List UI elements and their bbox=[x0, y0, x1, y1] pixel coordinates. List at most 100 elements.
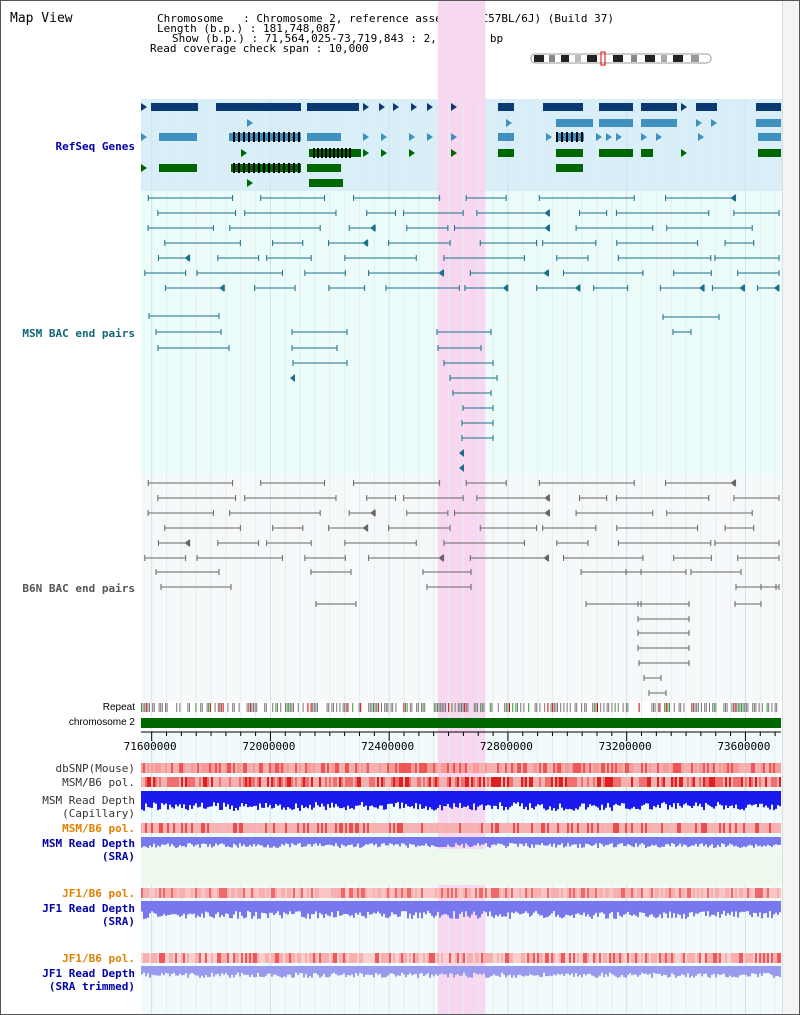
jf1-trim-depth bbox=[597, 966, 599, 978]
msm-capillary-depth bbox=[265, 791, 267, 803]
jf1-pol-trim-heat bbox=[227, 953, 229, 963]
jf1-trim-depth bbox=[545, 966, 547, 977]
msm-capillary-depth bbox=[615, 791, 617, 804]
jf1-trim-depth bbox=[603, 966, 605, 978]
msm-pol-heat bbox=[671, 777, 673, 787]
msm-pol-heat bbox=[355, 777, 357, 787]
jf1-sra-depth bbox=[315, 901, 317, 912]
msm-pol-sra-heat bbox=[159, 823, 161, 833]
msm-sra-depth bbox=[493, 837, 495, 845]
msm-pol-heat bbox=[331, 777, 333, 787]
msm-pol-heat bbox=[607, 777, 609, 787]
dbsnp-heat bbox=[543, 763, 545, 773]
jf1-pol-heat bbox=[625, 888, 627, 898]
msm-sra-depth bbox=[709, 837, 711, 846]
msm-pol-heat bbox=[521, 777, 523, 787]
jf1-trim-depth bbox=[771, 966, 773, 976]
msm-pol-sra-heat bbox=[515, 823, 517, 833]
jf1-trim-depth bbox=[581, 966, 583, 978]
jf1-pol-heat bbox=[605, 888, 607, 898]
msm-pol-heat bbox=[387, 777, 389, 787]
dbsnp-heat bbox=[563, 763, 565, 773]
msm-pol-heat bbox=[465, 777, 467, 787]
jf1-trim-depth bbox=[321, 966, 323, 977]
msm-sra-depth bbox=[707, 837, 709, 848]
msm-sra-depth bbox=[331, 837, 333, 846]
jf1-pol-heat bbox=[369, 888, 371, 898]
msm-pol-heat bbox=[197, 777, 199, 787]
dbsnp-heat bbox=[615, 763, 617, 773]
jf1-pol-trim-heat bbox=[465, 953, 467, 963]
dbsnp-heat bbox=[759, 763, 761, 773]
msm-capillary-depth bbox=[361, 791, 363, 803]
msm-capillary-depth bbox=[319, 791, 321, 808]
msm-pol-heat bbox=[267, 777, 269, 787]
jf1-trim-depth bbox=[693, 966, 695, 978]
jf1-sra-depth bbox=[159, 901, 161, 917]
jf1-pol-heat bbox=[463, 888, 465, 898]
msm-capillary-depth bbox=[709, 791, 711, 806]
msm-sra-depth bbox=[767, 837, 769, 845]
msm-pol-heat bbox=[651, 777, 653, 787]
gene-exon bbox=[599, 103, 633, 111]
jf1-pol-heat bbox=[743, 888, 745, 898]
dbsnp-heat bbox=[677, 763, 679, 773]
jf1-pol-heat bbox=[677, 888, 679, 898]
msm-capillary-depth bbox=[619, 791, 621, 806]
msm-pol-sra-heat bbox=[399, 823, 401, 833]
jf1-sra-depth bbox=[259, 901, 261, 919]
dbsnp-heat bbox=[147, 763, 149, 773]
msm-sra-depth bbox=[651, 837, 653, 845]
jf1-sra-depth bbox=[553, 901, 555, 912]
repeat-mark bbox=[344, 703, 346, 712]
msm-pol-sra-heat bbox=[607, 823, 609, 833]
jf1-trim-depth bbox=[487, 966, 489, 978]
msm-pol-sra-heat bbox=[265, 823, 267, 833]
msm-pol-heat bbox=[547, 777, 549, 787]
jf1-pol-trim-heat bbox=[381, 953, 383, 963]
msm-pol-sra-heat bbox=[579, 823, 581, 833]
repeat-mark bbox=[336, 703, 338, 712]
msm-capillary-depth bbox=[195, 791, 197, 804]
msm-capillary-depth bbox=[407, 791, 409, 807]
jf1-pol-trim-heat bbox=[191, 953, 193, 963]
repeat-mark bbox=[597, 703, 598, 712]
msm-capillary-depth bbox=[143, 791, 145, 811]
b6n-bac-track[interactable] bbox=[144, 479, 780, 696]
jf1-sra-depth bbox=[731, 901, 733, 912]
jf1-pol-heat bbox=[307, 888, 309, 898]
vertical-scrollbar[interactable] bbox=[782, 1, 799, 1014]
msm-bac-track[interactable] bbox=[144, 194, 780, 472]
polymorphism-tracks bbox=[141, 763, 781, 963]
jf1-trim-depth bbox=[613, 966, 615, 976]
msm-capillary-depth bbox=[767, 791, 769, 808]
msm-pol-sra-heat bbox=[277, 823, 279, 833]
jf1-sra-depth bbox=[253, 901, 255, 917]
msm-pol-sra-heat bbox=[597, 823, 599, 833]
msm-pol-heat bbox=[437, 777, 439, 787]
dbsnp-heat bbox=[645, 763, 647, 773]
msm-pol-heat bbox=[363, 777, 365, 787]
jf1-pol-heat bbox=[349, 888, 351, 898]
jf1-sra-depth bbox=[377, 901, 379, 912]
dbsnp-heat bbox=[539, 763, 541, 773]
msm-sra-depth bbox=[531, 837, 533, 845]
msm-pol-heat bbox=[653, 777, 655, 787]
jf1-trim-depth bbox=[255, 966, 257, 978]
msm-sra-depth bbox=[303, 837, 305, 847]
refseq-genes-track[interactable] bbox=[141, 103, 781, 187]
msm-capillary-depth bbox=[347, 791, 349, 806]
chromosome-ideogram[interactable] bbox=[530, 51, 712, 66]
jf1-sra-depth bbox=[235, 901, 237, 912]
jf1-pol-heat bbox=[189, 888, 191, 898]
dbsnp-heat bbox=[741, 763, 743, 773]
ideogram-band bbox=[691, 55, 699, 62]
msm-pol-heat bbox=[549, 777, 551, 787]
jf1-pol-trim-heat bbox=[233, 953, 235, 963]
repeat-mark bbox=[421, 703, 422, 712]
msm-pol-sra-heat bbox=[167, 823, 169, 833]
jf1-trim-depth bbox=[555, 966, 557, 976]
jf1-sra-depth bbox=[225, 901, 227, 914]
jf1-trim-depth bbox=[485, 966, 487, 978]
